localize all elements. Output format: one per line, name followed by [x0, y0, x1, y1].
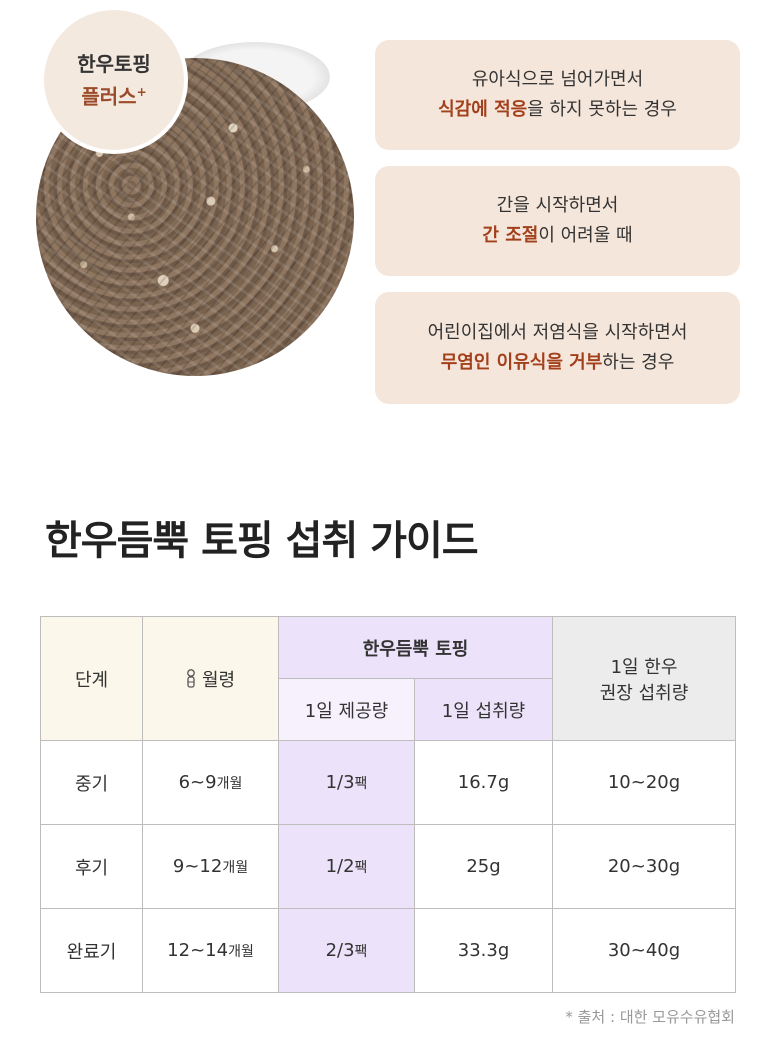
cell-recommended: 10~20g [552, 740, 737, 825]
baby-bottle-icon [187, 668, 195, 688]
product-badge: 한우토핑 플러스+ [44, 10, 184, 150]
header-daily-intake: 1일 섭취량 [413, 678, 554, 741]
product-image: 한우토핑 플러스+ [0, 0, 370, 380]
card-line1: 간을 시작하면서 [496, 195, 619, 216]
cell-intake: 33.3g [413, 908, 554, 993]
card-highlight: 간 조절 [482, 225, 539, 246]
table-row: 완료기 12~14개월 2/3팩 33.3g 30~40g [40, 908, 737, 993]
cell-age: 9~12개월 [142, 824, 279, 909]
card-line2: 간 조절이 어려울 때 [482, 225, 633, 246]
header-product: 한우듬뿍 토핑 [277, 616, 554, 679]
card-line2: 무염인 이유식을 거부하는 경우 [440, 352, 675, 373]
card-highlight: 무염인 이유식을 거부 [440, 352, 603, 373]
card-line1: 유아식으로 넘어가면서 [471, 69, 644, 90]
card-line2: 식감에 적응을 하지 못하는 경우 [438, 99, 677, 120]
guide-title: 한우듬뿍 토핑 섭취 가이드 [45, 518, 479, 564]
cell-recommended: 30~40g [552, 908, 737, 993]
badge-plus: + [136, 84, 147, 99]
card-line1: 어린이집에서 저염식을 시작하면서 [427, 322, 688, 343]
cell-stage: 후기 [40, 824, 143, 909]
cell-intake: 25g [413, 824, 554, 909]
badge-subtitle: 플러스+ [81, 84, 147, 109]
cell-stage: 중기 [40, 740, 143, 825]
table-row: 중기 6~9개월 1/3팩 16.7g 10~20g [40, 740, 737, 825]
card-highlight: 식감에 적응 [438, 99, 528, 120]
header-recommended: 1일 한우 권장 섭취량 [552, 616, 737, 741]
cell-serving: 2/3팩 [278, 908, 415, 993]
cell-serving: 1/3팩 [278, 740, 415, 825]
source-note: * 출처 : 대한 모유수유협회 [565, 1008, 735, 1026]
header-daily-serving: 1일 제공량 [278, 678, 415, 741]
usage-card: 유아식으로 넘어가면서 식감에 적응을 하지 못하는 경우 [375, 40, 740, 150]
cell-stage: 완료기 [40, 908, 143, 993]
cell-serving: 1/2팩 [278, 824, 415, 909]
usage-cards: 유아식으로 넘어가면서 식감에 적응을 하지 못하는 경우 간을 시작하면서 간… [375, 40, 740, 420]
header-age: 월령 [142, 616, 279, 741]
cell-age: 6~9개월 [142, 740, 279, 825]
badge-title: 한우토핑 [77, 51, 151, 76]
cell-age: 12~14개월 [142, 908, 279, 993]
cell-intake: 16.7g [413, 740, 554, 825]
intake-guide-table: 단계 월령 한우듬뿍 토핑 1일 한우 권장 섭취량 1일 제공량 1일 섭취량… [40, 616, 737, 993]
usage-card: 어린이집에서 저염식을 시작하면서 무염인 이유식을 거부하는 경우 [375, 292, 740, 404]
cell-recommended: 20~30g [552, 824, 737, 909]
table-row: 후기 9~12개월 1/2팩 25g 20~30g [40, 824, 737, 909]
usage-card: 간을 시작하면서 간 조절이 어려울 때 [375, 166, 740, 276]
header-stage: 단계 [40, 616, 143, 741]
